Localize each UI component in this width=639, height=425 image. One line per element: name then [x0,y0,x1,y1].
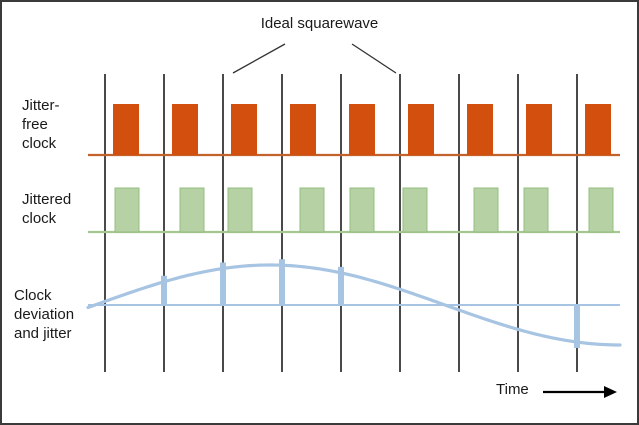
time-arrow-head [604,386,617,398]
jittered-pulse [473,187,499,233]
jitter-free-pulse [408,104,434,155]
jittered-pulse [179,187,205,233]
annotation-pointer-line [351,43,397,74]
jitter-deviation-bar [574,305,580,349]
jittered-pulse [523,187,549,233]
jitter-free-pulse [526,104,552,155]
jitter-free-pulse [349,104,375,155]
annotation-pointer-line [232,43,286,74]
time-axis-label: Time [496,381,529,398]
jittered-pulse [299,187,325,233]
jittered-pulse [588,187,614,233]
jitter-free-pulse [113,104,139,155]
jittered-pulse [402,187,428,233]
jitter-free-pulse [585,104,611,155]
jittered-pulse [349,187,375,233]
row-label-jittered-clock: Jittered clock [22,191,72,227]
jitter-free-pulse [172,104,198,155]
jitter-deviation-bar [220,262,226,305]
jitter-free-pulse [290,104,316,155]
row-label-clock-deviation-and-jitter: Clock deviation and jitter [14,287,75,342]
jitter-deviation-bar [338,266,344,305]
jitter-deviation-bar [161,275,167,305]
jittered-pulse [227,187,253,233]
jitter-free-pulse [231,104,257,155]
clock-deviation-curve [86,263,622,347]
jitter-deviation-bar [279,259,285,305]
ideal-squarewave-annotation: Ideal squarewave [260,15,379,32]
jitter-free-pulse [467,104,493,155]
row-label-jitter-free-clock: Jitter- free clock [22,97,60,152]
jittered-pulse [114,187,140,233]
